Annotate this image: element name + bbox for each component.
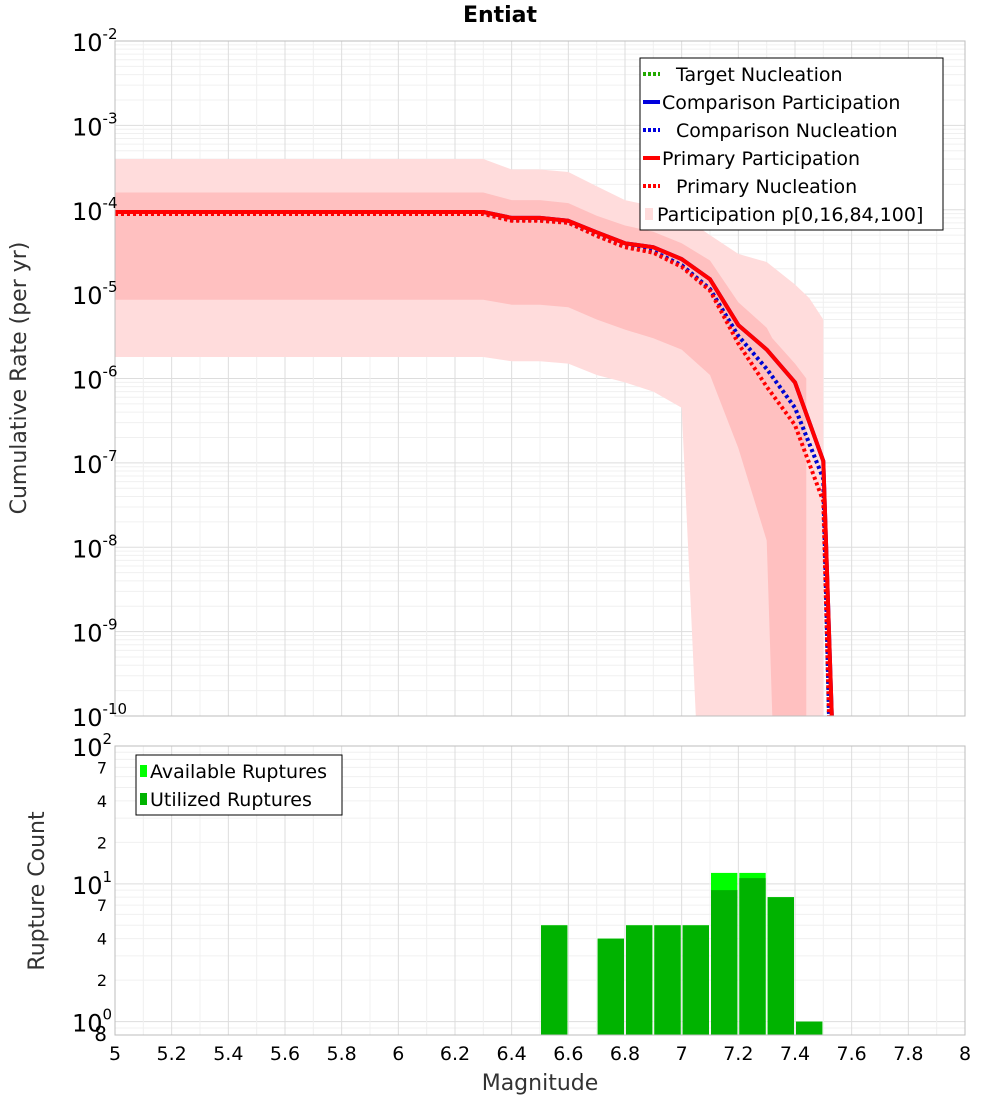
bottom-plot-frame	[114, 745, 966, 1036]
band-p16-p84	[115, 192, 807, 716]
rupture-bars	[541, 872, 823, 1035]
bottom-y-minor-label: 7	[97, 758, 107, 777]
bar-utilized	[597, 938, 624, 1035]
bottom-y-minor-label: 2	[97, 833, 107, 852]
bottom-y-major-label: 100	[72, 1006, 112, 1038]
x-axis-label: Magnitude	[482, 1071, 599, 1096]
top-legend: Target Nucleation Comparison Participatio…	[639, 57, 944, 231]
x-tick-label: 7.4	[780, 1043, 810, 1065]
x-tick-label: 5.8	[327, 1043, 357, 1065]
rate-lines	[115, 210, 834, 717]
participation-bands	[115, 159, 824, 716]
bottom-legend: Available Ruptures Utilized Ruptures	[135, 754, 343, 816]
legend-label: Comparison Nucleation	[676, 120, 898, 142]
top-plot-frame	[114, 40, 966, 717]
x-tick-label: 7.8	[893, 1043, 923, 1065]
top-y-tick-label: 10-6	[72, 363, 118, 395]
legend-label: Primary Participation	[662, 148, 860, 170]
x-tick-label: 7.2	[723, 1043, 753, 1065]
bottom-y-major-label: 102	[72, 730, 112, 762]
bottom-y-tick-labels: 102 101 100 7 4 2 7 4 2 8	[72, 730, 112, 1046]
cumulative-rate-panel: 10-2 10-3 10-4 10-5 10-6 10-7 10-8 10-9 10-10 Cu…	[7, 25, 966, 732]
legend-label: Utilized Ruptures	[150, 789, 312, 811]
series-primary-participation	[115, 210, 834, 717]
top-y-tick-labels: 10-2 10-3 10-4 10-5 10-6 10-7 10-8 10-9 10-10	[72, 25, 127, 732]
rupture-count-panel: 102 101 100 7 4 2 7 4 2 8 5 5.2 5.4 5.6 5.8 6 6.2 6.4 6.6…	[25, 730, 971, 1096]
top-y-tick-label: 10-9	[72, 616, 118, 648]
bottom-y-minor-label: 8	[94, 1022, 107, 1046]
top-y-tick-label: 10-5	[72, 278, 118, 310]
bar-utilized	[739, 878, 766, 1035]
top-y-axis-label: Cumulative Rate (per yr)	[7, 242, 32, 515]
x-tick-label: 7	[676, 1043, 688, 1065]
chart-title: Entiat	[463, 3, 538, 28]
top-y-tick-label: 10-8	[72, 531, 118, 563]
x-tick-label: 6.4	[497, 1043, 527, 1065]
bar-utilized	[626, 925, 653, 1035]
x-tick-label: 5.4	[213, 1043, 243, 1065]
legend-swatch	[645, 208, 653, 220]
bar-utilized	[767, 897, 794, 1035]
bar-utilized	[711, 890, 738, 1035]
top-y-tick-label: 10-7	[72, 447, 118, 479]
bar-utilized	[541, 925, 568, 1035]
top-y-tick-label: 10-3	[72, 109, 118, 141]
bottom-legend-box	[135, 754, 343, 816]
bottom-y-axis-label: Rupture Count	[25, 811, 50, 971]
bottom-y-minor-label: 7	[97, 896, 107, 915]
bottom-y-minor-label: 4	[97, 930, 107, 949]
x-tick-label: 5.6	[270, 1043, 300, 1065]
series-primary-nucleation	[115, 212, 831, 717]
x-tick-label: 8	[959, 1043, 971, 1065]
bottom-y-minor-label: 4	[97, 792, 107, 811]
bar-utilized	[682, 925, 709, 1035]
x-tick-label: 6.2	[440, 1043, 470, 1065]
top-y-tick-label: 10-2	[72, 25, 118, 57]
x-tick-label: 7.6	[837, 1043, 867, 1065]
x-tick-labels: 5 5.2 5.4 5.6 5.8 6 6.2 6.4 6.6 6.8 7 7.2 7.4 7.6 7.8 8	[109, 1043, 971, 1065]
legend-label: Comparison Participation	[662, 92, 900, 114]
legend-swatch	[140, 765, 147, 777]
x-tick-label: 6.8	[610, 1043, 640, 1065]
x-tick-label: 5	[109, 1043, 121, 1065]
legend-label: Participation p[0,16,84,100]	[657, 204, 923, 226]
x-tick-label: 5.2	[157, 1043, 187, 1065]
top-y-tick-label: 10-4	[72, 194, 118, 226]
top-y-tick-label: 10-10	[72, 700, 127, 732]
legend-label: Primary Nucleation	[676, 176, 857, 198]
bar-utilized	[796, 1021, 823, 1035]
x-tick-label: 6	[392, 1043, 404, 1065]
top-legend-box	[639, 57, 944, 231]
legend-swatch	[140, 793, 147, 805]
bottom-y-major-label: 101	[72, 868, 112, 900]
bar-utilized	[654, 925, 681, 1035]
bottom-y-minor-label: 2	[97, 971, 107, 990]
legend-label: Target Nucleation	[675, 64, 843, 86]
legend-label: Available Ruptures	[150, 761, 327, 783]
x-tick-label: 6.6	[553, 1043, 583, 1065]
